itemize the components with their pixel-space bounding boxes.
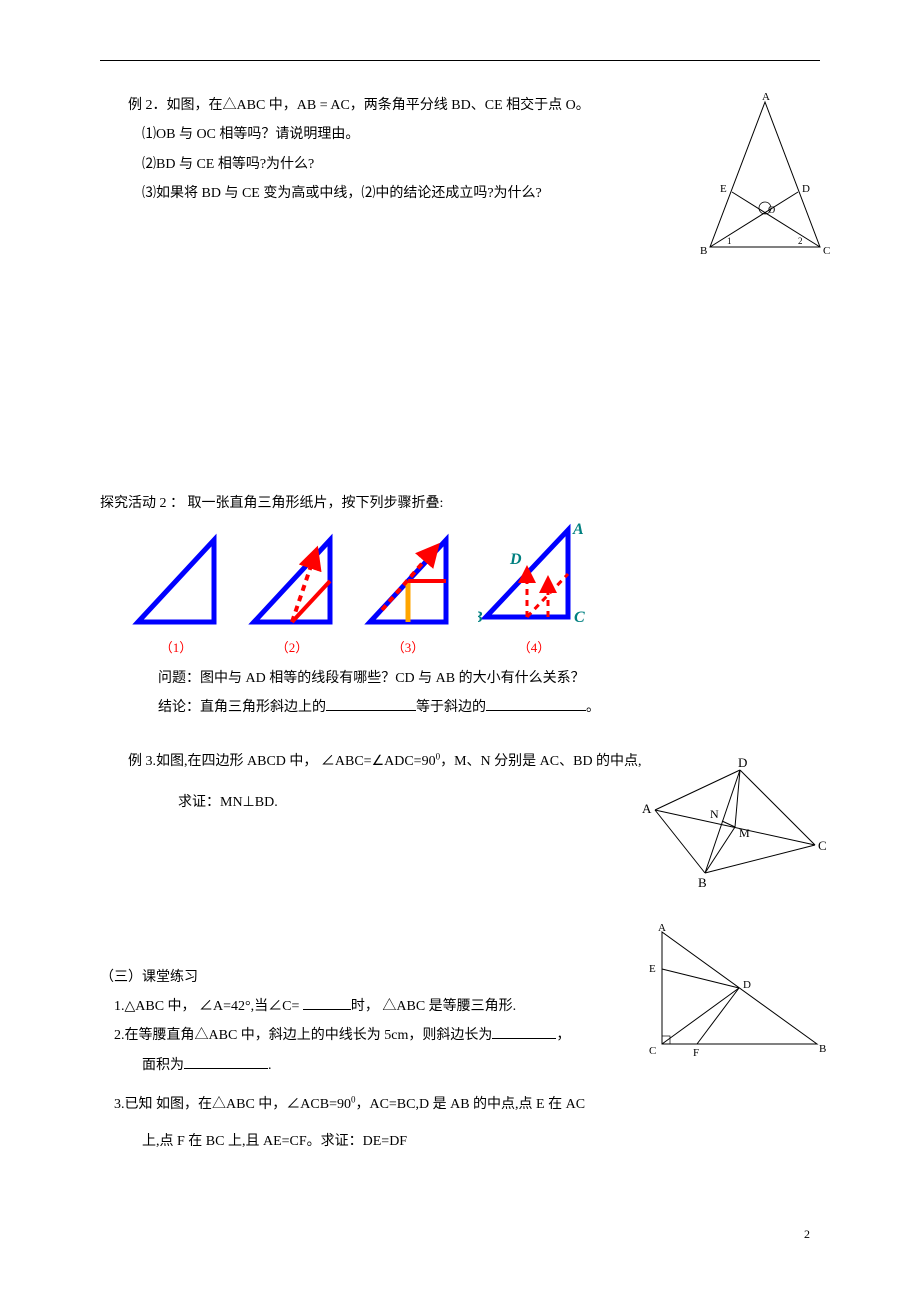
svg-text:2: 2 <box>798 236 803 246</box>
horizontal-rule <box>100 60 820 61</box>
blank-e2-1 <box>492 1038 556 1039</box>
svg-text:A: A <box>572 522 584 538</box>
exercise-3-line1: 3.已知 如图，在△ABC 中，∠ACB=900，AC=BC,D 是 AB 的中… <box>100 1090 820 1119</box>
fold-fig-4: A D B C （4） <box>478 522 590 656</box>
fold-fig-3: （3） <box>362 532 454 656</box>
svg-text:1: 1 <box>727 236 732 246</box>
fold-fig-2: （2） <box>246 532 338 656</box>
svg-text:A: A <box>642 801 652 816</box>
activity2-question: 问题：图中与 AD 相等的线段有哪些？CD 与 AB 的大小有什么关系？ <box>100 664 820 693</box>
svg-text:O: O <box>768 205 775 216</box>
conclusion-part-3: 。 <box>586 700 600 715</box>
blank-e2-2 <box>184 1068 268 1069</box>
fold-label-4: （4） <box>478 637 590 656</box>
fold-label-2: （2） <box>246 637 338 656</box>
svg-text:E: E <box>720 183 727 195</box>
svg-text:D: D <box>802 183 810 195</box>
fold-figures-row: （1） （2） <box>100 522 820 656</box>
blank-conclusion-1 <box>326 710 416 711</box>
page-number: 2 <box>804 1227 810 1242</box>
svg-text:E: E <box>649 963 656 975</box>
svg-text:M: M <box>739 826 750 840</box>
svg-text:C: C <box>818 838 827 853</box>
conclusion-part-2: 等于斜边的 <box>416 700 486 715</box>
figure-triangle-abc: A B C E D O 1 2 <box>700 92 830 267</box>
svg-text:C: C <box>649 1045 656 1057</box>
exercise-3-line2: 上,点 F 在 BC 上,且 AE=CF。求证：DE=DF <box>100 1127 820 1156</box>
figure-quad-abcd: A B C D M N <box>630 755 830 900</box>
svg-text:D: D <box>738 755 747 770</box>
svg-text:D: D <box>743 979 751 991</box>
blank-conclusion-2 <box>486 710 586 711</box>
svg-text:F: F <box>693 1047 699 1059</box>
svg-text:B: B <box>478 609 483 626</box>
svg-text:A: A <box>762 92 770 103</box>
svg-text:N: N <box>710 807 719 821</box>
fold-label-1: （1） <box>130 637 222 656</box>
svg-text:B: B <box>819 1043 826 1055</box>
fold-fig-1: （1） <box>130 532 222 656</box>
fold-label-3: （3） <box>362 637 454 656</box>
svg-text:D: D <box>509 551 522 568</box>
conclusion-part-1: 结论：直角三角形斜边上的 <box>158 700 326 715</box>
activity2-title: 探究活动 2 ： 取一张直角三角形纸片，按下列步骤折叠: <box>100 489 820 518</box>
svg-text:A: A <box>658 924 666 934</box>
svg-text:C: C <box>574 609 585 626</box>
figure-right-triangle-def: A E C F B D <box>647 924 827 1064</box>
activity2-conclusion: 结论：直角三角形斜边上的 等于斜边的 。 <box>100 693 820 722</box>
blank-e1 <box>303 1009 351 1010</box>
svg-text:B: B <box>700 245 707 257</box>
svg-text:B: B <box>698 875 707 890</box>
svg-text:C: C <box>823 245 830 257</box>
